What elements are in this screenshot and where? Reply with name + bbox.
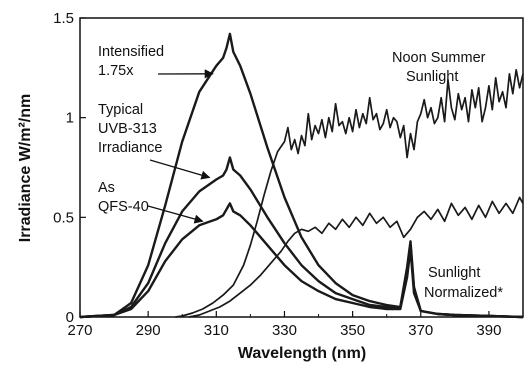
x-tick-label: 390 [476, 322, 501, 339]
y-tick-label: 0.5 [53, 209, 74, 226]
annotation-intensified-line1: Intensified [98, 44, 164, 60]
annotation-normalized-line2: Normalized* [424, 285, 503, 301]
x-tick-label: 350 [340, 322, 365, 339]
annotation-typical: Typical UVB-313 Irradiance [98, 102, 211, 180]
y-tick-label: 0 [66, 309, 74, 326]
annotation-typical-line3: Irradiance [98, 140, 162, 156]
x-axis-title: Wavelength (nm) [238, 345, 366, 362]
x-axis-ticks: 270 290 310 330 350 370 390 [67, 311, 501, 339]
annotation-qfs40-arrow [147, 205, 204, 224]
x-tick-label: 290 [136, 322, 161, 339]
annotation-noon-line1: Noon Summer [392, 50, 486, 66]
x-tick-label: 370 [408, 322, 433, 339]
y-tick-label: 1 [66, 110, 74, 127]
annotation-typical-line2: UVB-313 [98, 121, 157, 137]
annotation-noon-line2: Sunlight [406, 69, 458, 85]
annotation-intensified-line2: 1.75x [98, 63, 134, 79]
annotation-qfs40-line2: QFS-40 [98, 199, 149, 215]
x-tick-label: 330 [272, 322, 297, 339]
annotation-qfs40-line1: As [98, 180, 115, 196]
y-axis-ticks: 0 0.5 1 1.5 [53, 10, 86, 326]
annotation-sunlight-normalized: Sunlight Normalized* [424, 265, 503, 301]
y-axis-title: Irradiance W/m²/nm [17, 94, 34, 242]
annotation-qfs40: As QFS-40 [98, 180, 204, 224]
x-tick-label: 310 [204, 322, 229, 339]
annotation-noon-summer: Noon Summer Sunlight [392, 50, 486, 85]
series-layer [79, 32, 524, 319]
plot-frame [79, 17, 524, 318]
annotation-normalized-line1: Sunlight [428, 265, 480, 281]
series-line-sunlight [175, 68, 524, 318]
annotation-intensified: Intensified 1.75x [98, 44, 214, 79]
y-tick-label: 1.5 [53, 10, 74, 27]
series-line-qfs40 [79, 202, 524, 319]
series-line-sunlight_normalized [188, 196, 524, 318]
annotation-typical-arrow [149, 159, 211, 180]
annotation-typical-line1: Typical [98, 102, 143, 118]
x-tick-label: 270 [67, 322, 92, 339]
